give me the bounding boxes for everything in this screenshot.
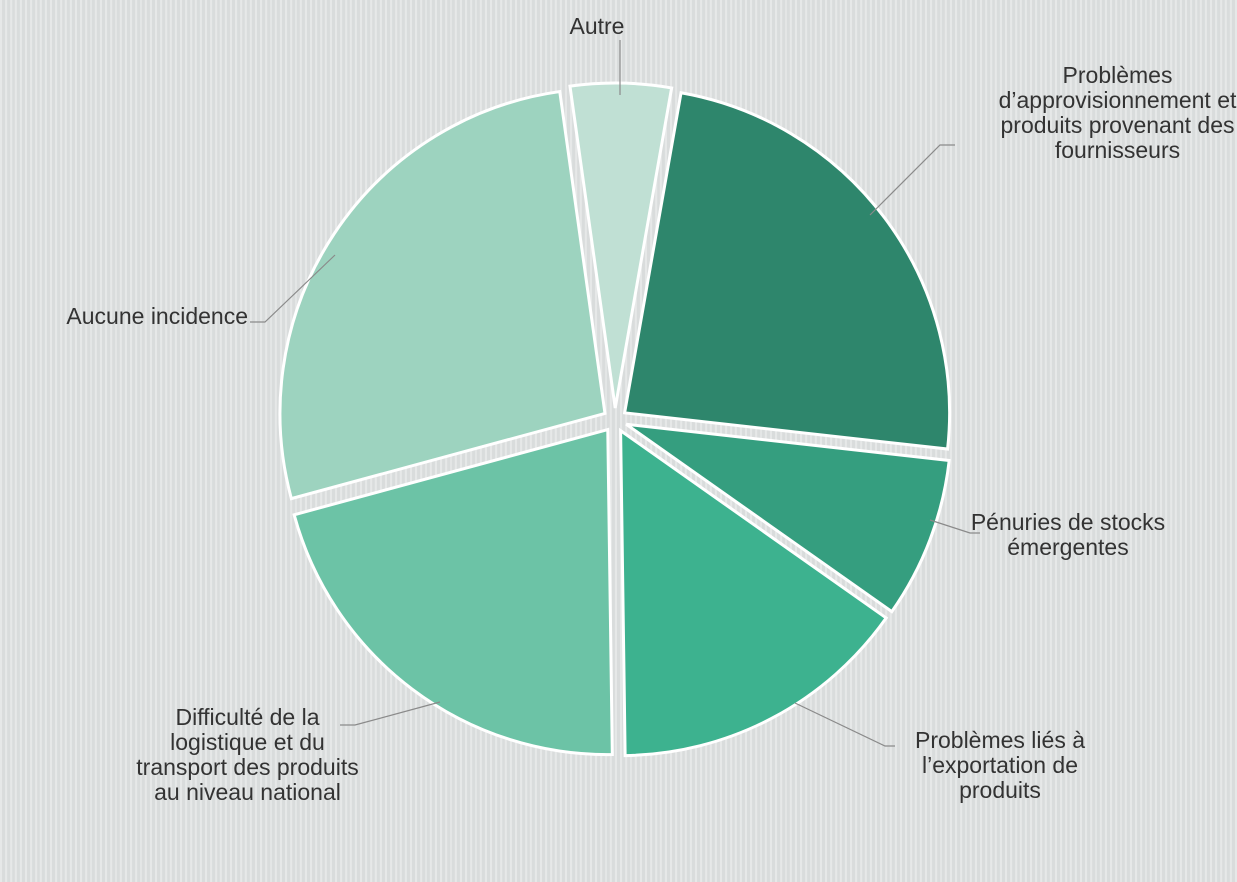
pie-slice	[622, 91, 952, 451]
leader-line	[250, 254, 336, 323]
slice-label: Pénuries de stocks émergentes	[970, 509, 1166, 560]
pie-slice	[625, 422, 951, 614]
leader-line	[869, 144, 955, 216]
leader-line	[340, 701, 441, 726]
slice-label: Aucune incidence	[66, 303, 248, 329]
leader-line	[794, 702, 895, 747]
pie-slice	[619, 427, 889, 758]
pie-slice	[568, 81, 674, 409]
slice-label: Difficulté de la logistique et du transp…	[136, 704, 359, 805]
slice-label: Problèmes d’approvisionnement et produit…	[998, 62, 1237, 163]
leader-line	[929, 519, 980, 534]
pie-slice	[278, 89, 607, 501]
slice-label: Problèmes liés à l’exportation de produi…	[914, 727, 1086, 803]
slice-label: Autre	[569, 13, 625, 39]
pie-slice	[292, 427, 614, 757]
